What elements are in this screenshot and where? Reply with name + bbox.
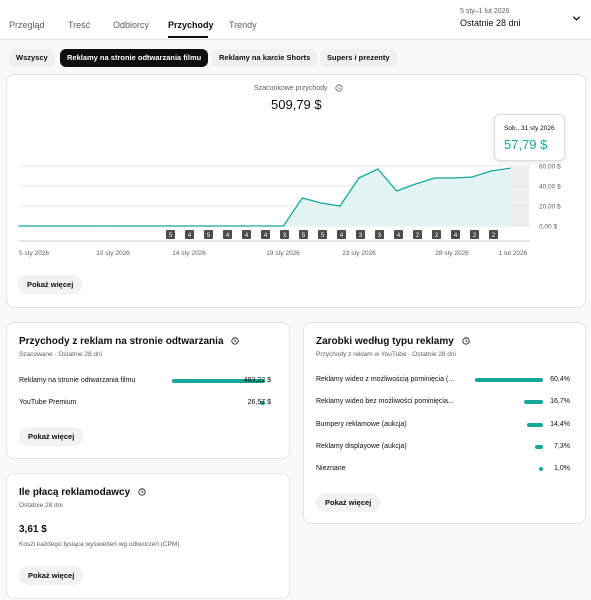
data-point [283, 225, 284, 226]
y-tick-label: 60,00 $ [539, 164, 561, 171]
upload-marker[interactable]: 3 [356, 230, 365, 239]
ad-type-card-subtitle: Przychody z reklam w YouTube · Ostatnie … [316, 351, 456, 358]
row-value: 483,22 $ [230, 377, 271, 384]
x-tick-label: 10 sty 2026 [96, 250, 130, 257]
watch-page-card-title: Przychody z reklam na stronie odtwarzani… [19, 336, 239, 347]
data-point [207, 225, 208, 226]
data-point [188, 225, 189, 226]
data-point [339, 205, 340, 206]
row-label: Reklamy displayowe (aukcja) [316, 443, 407, 450]
row-label: Reklamy na stronie odtwarzania filmu [19, 377, 135, 384]
watch-page-card-subtitle: Szacowane · Ostatnie 28 dni [19, 351, 102, 358]
data-point [151, 225, 152, 226]
upload-marker[interactable]: 5 [166, 230, 175, 239]
upload-marker[interactable]: 2 [470, 230, 479, 239]
show-more-button-watch-page[interactable]: Pokaż więcej [19, 427, 83, 446]
data-point [434, 177, 435, 178]
row-value: 16,7% [546, 398, 570, 405]
highlight-column [510, 166, 529, 226]
cpm-card-title: Ile płacą reklamodawcy [19, 487, 146, 498]
info-icon[interactable] [231, 337, 239, 345]
data-point [415, 183, 416, 184]
upload-marker[interactable]: 3 [375, 230, 384, 239]
data-point [226, 225, 227, 226]
row-value: 26,57 $ [230, 399, 271, 406]
upload-marker[interactable]: 4 [185, 230, 194, 239]
show-more-button-cpm[interactable]: Pokaż więcej [19, 566, 83, 585]
data-point [56, 225, 57, 226]
row-bar [524, 400, 543, 404]
row-value: 60,4% [546, 376, 570, 383]
row-label: YouTube Premium [19, 399, 76, 406]
cpm-card-subtitle: Ostatnie 28 dni [19, 502, 63, 509]
row-bar [475, 378, 543, 382]
cpm-description: Koszt każdego tysiąca wyświetleń wg odtw… [19, 541, 179, 548]
x-tick-label: 14 sty 2026 [172, 250, 206, 257]
upload-marker[interactable]: 2 [489, 230, 498, 239]
info-icon[interactable] [462, 337, 470, 345]
series-area [19, 168, 510, 226]
data-point [491, 170, 492, 171]
row-label: Nieznane [316, 465, 346, 472]
row-label: Reklamy wideo z możliwością pominięcia (… [316, 376, 454, 383]
data-point [453, 177, 454, 178]
upload-marker[interactable]: 3 [280, 230, 289, 239]
x-tick-label: 19 sty 2026 [266, 250, 300, 257]
data-point [358, 177, 359, 178]
data-point [94, 225, 95, 226]
data-point [321, 202, 322, 203]
tooltip-date: Sob., 31 sty 2026 [504, 125, 555, 132]
data-point [113, 225, 114, 226]
show-more-button-ad-type[interactable]: Pokaż więcej [316, 493, 380, 512]
cpm-value: 3,61 $ [19, 524, 47, 535]
upload-marker[interactable]: 5 [318, 230, 327, 239]
data-point [396, 190, 397, 191]
row-bar [535, 445, 543, 449]
upload-marker[interactable]: 5 [204, 230, 213, 239]
upload-marker[interactable]: 5 [299, 230, 308, 239]
upload-marker[interactable]: 4 [337, 230, 346, 239]
x-tick-label: 1 lut 2026 [499, 250, 528, 257]
data-point [169, 225, 170, 226]
upload-marker[interactable]: 4 [223, 230, 232, 239]
data-point [264, 225, 265, 226]
chart-tooltip: Sob., 31 sty 2026 57,79 $ [494, 114, 565, 161]
data-point [18, 225, 19, 226]
ad-type-card-title: Zarobki według typu reklamy [316, 336, 470, 347]
x-tick-label: 28 sty 2026 [435, 250, 469, 257]
y-tick-label: 0,00 $ [539, 224, 557, 231]
y-tick-label: 20,00 $ [539, 204, 561, 211]
x-tick-label: 5 sty 2026 [19, 250, 49, 257]
data-point [377, 168, 378, 169]
data-point [472, 176, 473, 177]
row-bar [527, 423, 543, 427]
upload-marker[interactable]: 4 [261, 230, 270, 239]
upload-marker[interactable]: 2 [432, 230, 441, 239]
data-point [75, 225, 76, 226]
x-tick-label: 23 sty 2026 [342, 250, 376, 257]
upload-marker[interactable]: 4 [394, 230, 403, 239]
upload-marker[interactable]: 4 [242, 230, 251, 239]
data-point [302, 197, 303, 198]
upload-marker[interactable]: 2 [413, 230, 422, 239]
row-label: Reklamy wideo bez możliwości pominięcia.… [316, 398, 454, 405]
info-icon[interactable] [138, 488, 146, 496]
row-value: 7,3% [546, 443, 570, 450]
data-point [37, 225, 38, 226]
data-point [132, 225, 133, 226]
data-point [509, 168, 510, 169]
tooltip-value: 57,79 $ [504, 137, 547, 152]
row-label: Bumpery reklamowe (aukcja) [316, 421, 407, 428]
data-point [245, 225, 246, 226]
show-more-button-chart[interactable]: Pokaż więcej [18, 275, 82, 294]
upload-marker[interactable]: 4 [451, 230, 460, 239]
row-value: 1,0% [546, 465, 570, 472]
y-tick-label: 40,00 $ [539, 184, 561, 191]
row-value: 14,4% [546, 421, 570, 428]
row-bar [539, 467, 543, 471]
